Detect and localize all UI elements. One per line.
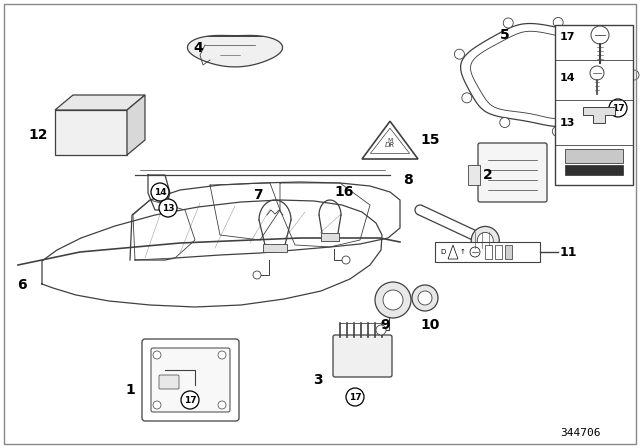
Polygon shape <box>188 35 282 67</box>
FancyBboxPatch shape <box>435 242 540 262</box>
Text: 344706: 344706 <box>560 428 600 438</box>
Circle shape <box>629 70 639 80</box>
Circle shape <box>590 66 604 80</box>
Text: 17: 17 <box>612 103 624 112</box>
FancyBboxPatch shape <box>151 348 230 412</box>
Circle shape <box>591 26 609 44</box>
Circle shape <box>159 199 177 217</box>
Circle shape <box>454 49 465 59</box>
FancyBboxPatch shape <box>468 165 480 185</box>
Text: D: D <box>440 249 445 255</box>
Circle shape <box>153 351 161 359</box>
Text: 10: 10 <box>420 318 440 332</box>
FancyBboxPatch shape <box>505 245 512 259</box>
Text: 14: 14 <box>154 188 166 197</box>
Text: DR: DR <box>385 142 395 148</box>
Circle shape <box>383 290 403 310</box>
Circle shape <box>151 183 169 201</box>
Circle shape <box>471 226 499 254</box>
FancyBboxPatch shape <box>565 165 623 175</box>
FancyBboxPatch shape <box>565 149 623 163</box>
Text: 17: 17 <box>349 392 362 401</box>
Polygon shape <box>55 95 145 110</box>
Text: 12: 12 <box>28 128 48 142</box>
Circle shape <box>346 388 364 406</box>
FancyBboxPatch shape <box>142 339 239 421</box>
Circle shape <box>602 30 612 40</box>
FancyBboxPatch shape <box>321 233 339 241</box>
Circle shape <box>503 18 513 28</box>
Text: 14: 14 <box>560 73 575 83</box>
Polygon shape <box>583 107 615 123</box>
Circle shape <box>153 401 161 409</box>
Text: 11: 11 <box>559 246 577 258</box>
Circle shape <box>418 291 432 305</box>
Text: 16: 16 <box>334 185 354 199</box>
FancyBboxPatch shape <box>159 375 179 389</box>
Text: 9: 9 <box>380 318 390 332</box>
Text: 5: 5 <box>500 28 510 42</box>
Circle shape <box>181 391 199 409</box>
Text: 3: 3 <box>313 373 323 387</box>
FancyBboxPatch shape <box>485 245 492 259</box>
Text: 8: 8 <box>403 173 413 187</box>
Text: 17: 17 <box>184 396 196 405</box>
Polygon shape <box>362 121 418 159</box>
Circle shape <box>552 126 563 136</box>
Text: 13: 13 <box>162 203 174 212</box>
Text: ↑: ↑ <box>460 249 466 255</box>
FancyBboxPatch shape <box>263 244 287 252</box>
Circle shape <box>375 282 411 318</box>
Text: 7: 7 <box>253 188 263 202</box>
Text: 6: 6 <box>17 278 27 292</box>
Circle shape <box>376 325 386 335</box>
Text: 17: 17 <box>560 32 575 42</box>
Polygon shape <box>127 95 145 155</box>
Circle shape <box>609 99 627 117</box>
FancyBboxPatch shape <box>495 245 502 259</box>
FancyBboxPatch shape <box>333 335 392 377</box>
Circle shape <box>477 233 493 249</box>
Circle shape <box>462 93 472 103</box>
Text: 13: 13 <box>560 118 575 128</box>
Circle shape <box>253 271 261 279</box>
Circle shape <box>604 108 614 118</box>
Text: 2: 2 <box>483 168 493 182</box>
Circle shape <box>218 351 226 359</box>
Text: 15: 15 <box>420 133 440 147</box>
FancyBboxPatch shape <box>478 143 547 202</box>
FancyBboxPatch shape <box>55 110 127 155</box>
FancyBboxPatch shape <box>555 25 633 185</box>
Circle shape <box>218 401 226 409</box>
Circle shape <box>553 17 563 27</box>
Circle shape <box>412 285 438 311</box>
Circle shape <box>342 256 350 264</box>
Text: 1: 1 <box>125 383 135 397</box>
Text: 4: 4 <box>193 41 203 55</box>
Text: M
r: M r <box>387 138 393 148</box>
Circle shape <box>500 117 510 128</box>
